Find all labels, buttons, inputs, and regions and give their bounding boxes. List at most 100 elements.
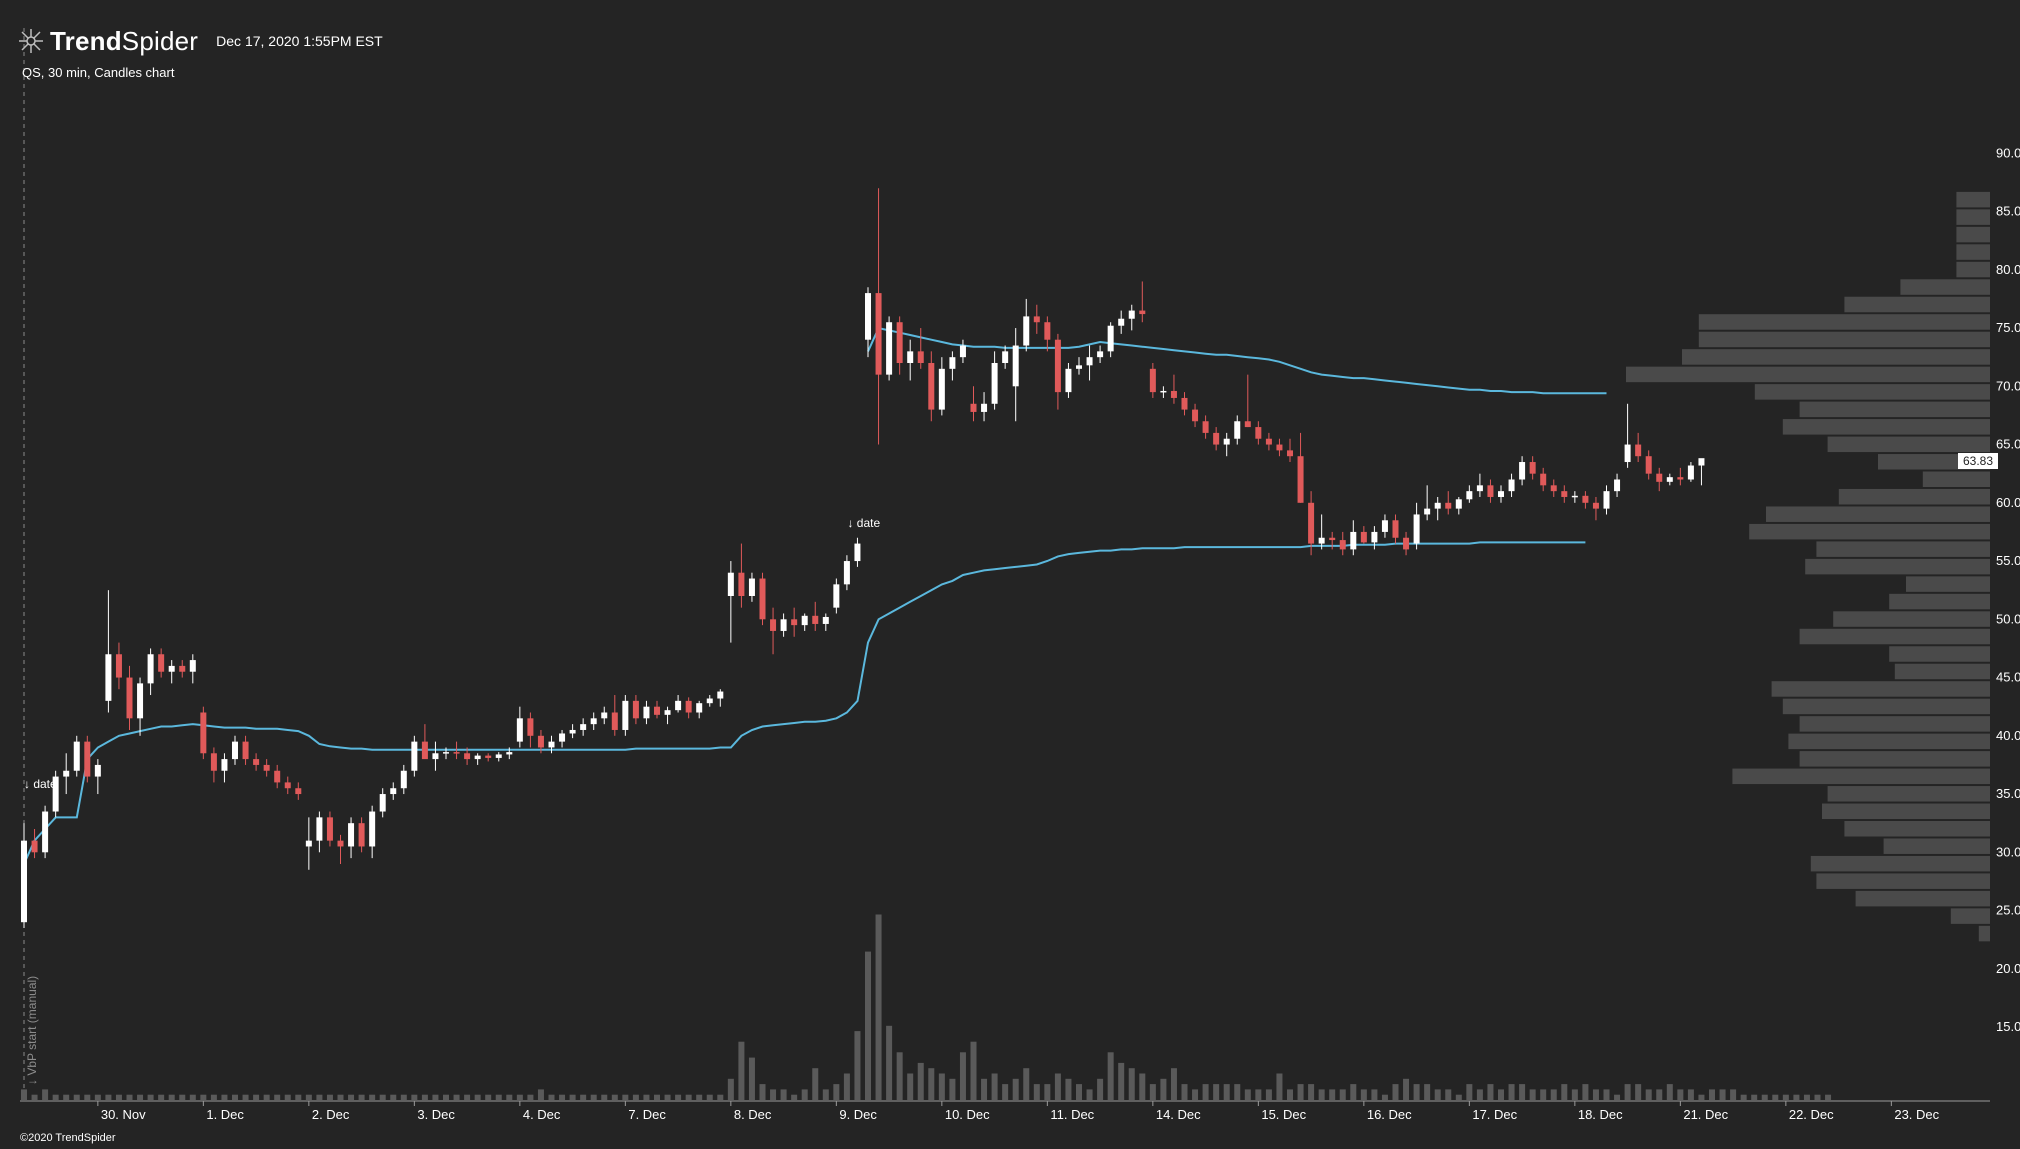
- candle-body: [1255, 427, 1262, 439]
- candle: [770, 607, 777, 655]
- volume-bar: [1529, 1089, 1536, 1100]
- candle-body: [274, 770, 281, 783]
- candle: [232, 735, 238, 765]
- candle: [1012, 328, 1019, 422]
- candle: [42, 805, 49, 859]
- candle: [284, 776, 291, 795]
- candle: [411, 735, 418, 777]
- volume-bar: [654, 1094, 660, 1100]
- candle-body: [1371, 531, 1378, 543]
- anchor-marker[interactable]: ↓ date: [847, 515, 881, 530]
- volume-bar: [1234, 1084, 1241, 1100]
- candle-body: [1550, 485, 1557, 492]
- volume-bar: [1381, 1094, 1388, 1100]
- volume-bar: [1202, 1084, 1209, 1100]
- volume-bar: [1265, 1089, 1272, 1100]
- volume-bar: [611, 1094, 618, 1100]
- anchor-marker[interactable]: ↓ date: [24, 776, 57, 791]
- volume-bar: [1666, 1084, 1673, 1100]
- volume-bar: [843, 1073, 850, 1100]
- brand-logo[interactable]: TrendSpider: [18, 26, 198, 57]
- candle-body: [917, 351, 924, 363]
- candle: [52, 770, 59, 818]
- candle-body: [105, 654, 112, 701]
- candle: [1181, 392, 1188, 416]
- candle: [1677, 467, 1684, 486]
- volume-bar: [1424, 1084, 1431, 1100]
- volume-bar: [1002, 1084, 1009, 1100]
- candle: [928, 351, 935, 422]
- candle-body: [1698, 458, 1705, 466]
- candle: [495, 752, 502, 762]
- candle: [1287, 438, 1293, 463]
- volume-bar: [1825, 1094, 1832, 1100]
- candle-body: [1381, 520, 1388, 532]
- volume-bar: [516, 1094, 523, 1100]
- candle-body: [432, 753, 439, 760]
- candle: [432, 741, 439, 771]
- x-axis: 30. Nov 1. Dec 2. Dec 3. Dec 4. Dec 7. Dec 8. …: [20, 1100, 1990, 1122]
- candle-body: [822, 616, 829, 624]
- volume-bar: [833, 1084, 840, 1100]
- candle-body: [1498, 491, 1504, 497]
- volume-bar: [358, 1094, 365, 1100]
- volume-bar: [1244, 1089, 1251, 1100]
- candle-body: [1118, 318, 1125, 326]
- candle-body: [622, 700, 629, 730]
- candle: [168, 660, 175, 684]
- candle: [348, 817, 355, 859]
- candle: [464, 747, 471, 765]
- candle: [843, 555, 850, 591]
- candle-body: [1571, 495, 1578, 498]
- candle-body: [1002, 351, 1009, 363]
- candle-body: [632, 700, 639, 719]
- candle: [1076, 357, 1082, 375]
- candle: [1392, 514, 1399, 544]
- volume-bar: [1360, 1089, 1367, 1100]
- volume-bar: [675, 1094, 682, 1100]
- candle: [506, 747, 513, 760]
- candle-body: [94, 764, 101, 777]
- x-tick-label: 7. Dec: [628, 1107, 666, 1122]
- candle: [1687, 462, 1694, 482]
- candle: [421, 724, 428, 760]
- volume-bar: [981, 1078, 988, 1100]
- candle-body: [1413, 514, 1420, 544]
- candle: [1276, 438, 1283, 457]
- candle: [865, 287, 871, 358]
- candle-body: [1276, 444, 1283, 451]
- volume-bar: [1434, 1089, 1441, 1100]
- candle-body: [537, 735, 544, 748]
- candle: [991, 351, 998, 410]
- candle-body: [263, 764, 270, 771]
- candle-body: [1287, 450, 1293, 457]
- candle-body: [1012, 345, 1019, 387]
- y-tick-label: 45.00: [1996, 670, 2020, 685]
- candle-body: [84, 741, 91, 777]
- vbp-bar: [1827, 436, 1990, 453]
- volume-bar: [949, 1078, 956, 1100]
- candle-body: [949, 357, 956, 369]
- candle-body: [664, 710, 671, 715]
- candle-body: [221, 759, 228, 771]
- candle-body: [1149, 368, 1156, 393]
- candle-body: [1107, 325, 1114, 352]
- candle-body: [1508, 479, 1515, 492]
- candle-body: [1181, 397, 1188, 410]
- volume-bar: [801, 1089, 808, 1100]
- candle: [548, 735, 555, 754]
- volume-bar: [717, 1094, 724, 1100]
- volume-bar: [738, 1041, 745, 1100]
- candle-body: [31, 840, 38, 853]
- candle-body: [981, 403, 988, 412]
- volume-bar: [1107, 1052, 1114, 1100]
- candle: [822, 613, 829, 631]
- candle: [833, 578, 840, 614]
- candle: [1223, 432, 1230, 457]
- candle-body: [126, 677, 133, 719]
- volume-bar: [1054, 1073, 1061, 1100]
- vbp-bar: [1838, 488, 1990, 505]
- x-tick-label: 30. Nov: [101, 1107, 146, 1122]
